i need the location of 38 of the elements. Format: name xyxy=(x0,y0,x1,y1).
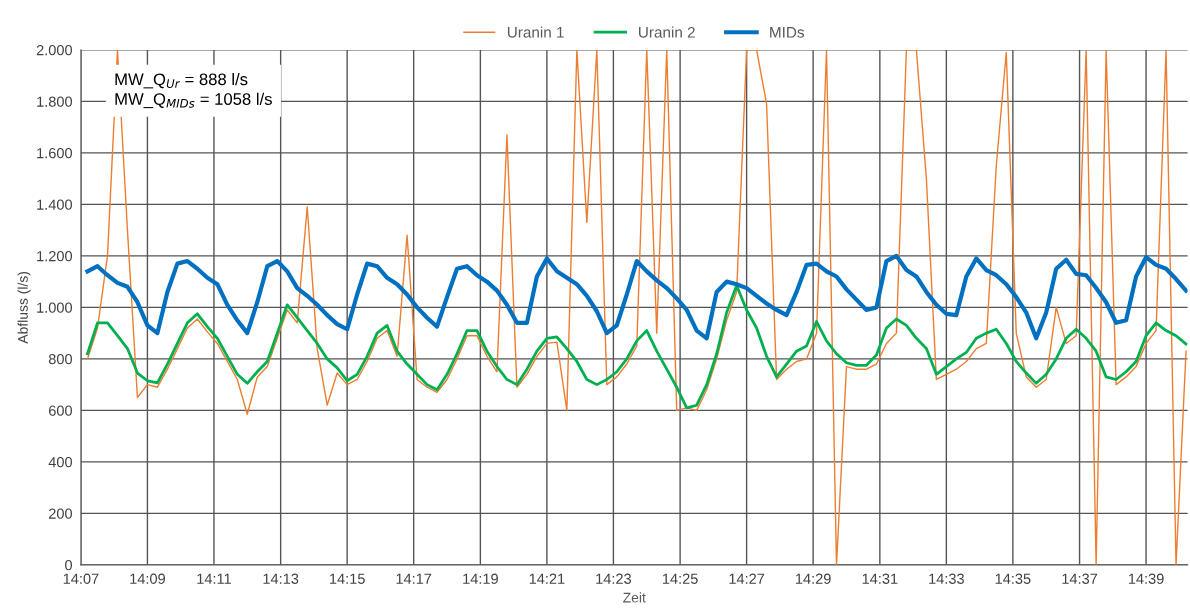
legend-label: Uranin 2 xyxy=(639,26,695,38)
x-tick-label: 14:37 xyxy=(1062,573,1098,584)
annotation: MW_Q$_{MIDs}$ = 1058 l/s xyxy=(115,92,272,109)
y-tick-label: 200 xyxy=(48,508,73,519)
line-series xyxy=(85,253,1188,341)
y-tick-label: 400 xyxy=(48,456,73,468)
y-tick-label: 800 xyxy=(48,353,73,365)
annotation: MW_Q$_{Ur}$ = 888 l/s xyxy=(115,72,248,89)
y-tick-label: 2.000 xyxy=(36,45,73,56)
x-tick-label: 14:25 xyxy=(662,573,698,584)
x-tick-label: 14:21 xyxy=(529,573,565,584)
y-tick-label: 1.800 xyxy=(37,96,73,107)
legend-label: MIDs xyxy=(770,27,805,38)
x-tick-label: 14:39 xyxy=(1128,573,1164,584)
x-tick-label: 14:23 xyxy=(596,573,632,584)
legend-label: Uranin 1 xyxy=(507,26,564,38)
x-tick-label: 14:31 xyxy=(862,573,898,584)
y-tick-label: 0 xyxy=(65,559,73,571)
x-tick-label: 14:09 xyxy=(130,573,165,584)
x-tick-label: 14:35 xyxy=(995,573,1031,584)
y-tick-label: 1.000 xyxy=(37,302,73,313)
y-tick-label: 600 xyxy=(49,405,73,416)
x-tick-label: 14:11 xyxy=(197,573,231,584)
y-tick-label: 1.600 xyxy=(37,147,73,159)
line-series xyxy=(86,284,1188,410)
x-tick-label: 14:07 xyxy=(63,573,99,584)
y-tick-label: 1.200 xyxy=(37,250,73,262)
x-axis-title: Zeit xyxy=(623,592,646,603)
line-series xyxy=(86,49,1187,565)
x-tick-label: 14:33 xyxy=(929,573,964,584)
x-tick-label: 14:29 xyxy=(795,573,831,584)
y-axis-title: Abfluss (l/s) xyxy=(17,271,31,344)
x-tick-label: 14:15 xyxy=(330,573,365,584)
x-tick-label: 14:19 xyxy=(463,573,498,584)
x-tick-label: 14:27 xyxy=(729,573,765,584)
y-tick-label: 1.400 xyxy=(37,199,73,210)
x-tick-label: 14:13 xyxy=(263,573,299,584)
x-tick-label: 14:17 xyxy=(396,573,432,584)
